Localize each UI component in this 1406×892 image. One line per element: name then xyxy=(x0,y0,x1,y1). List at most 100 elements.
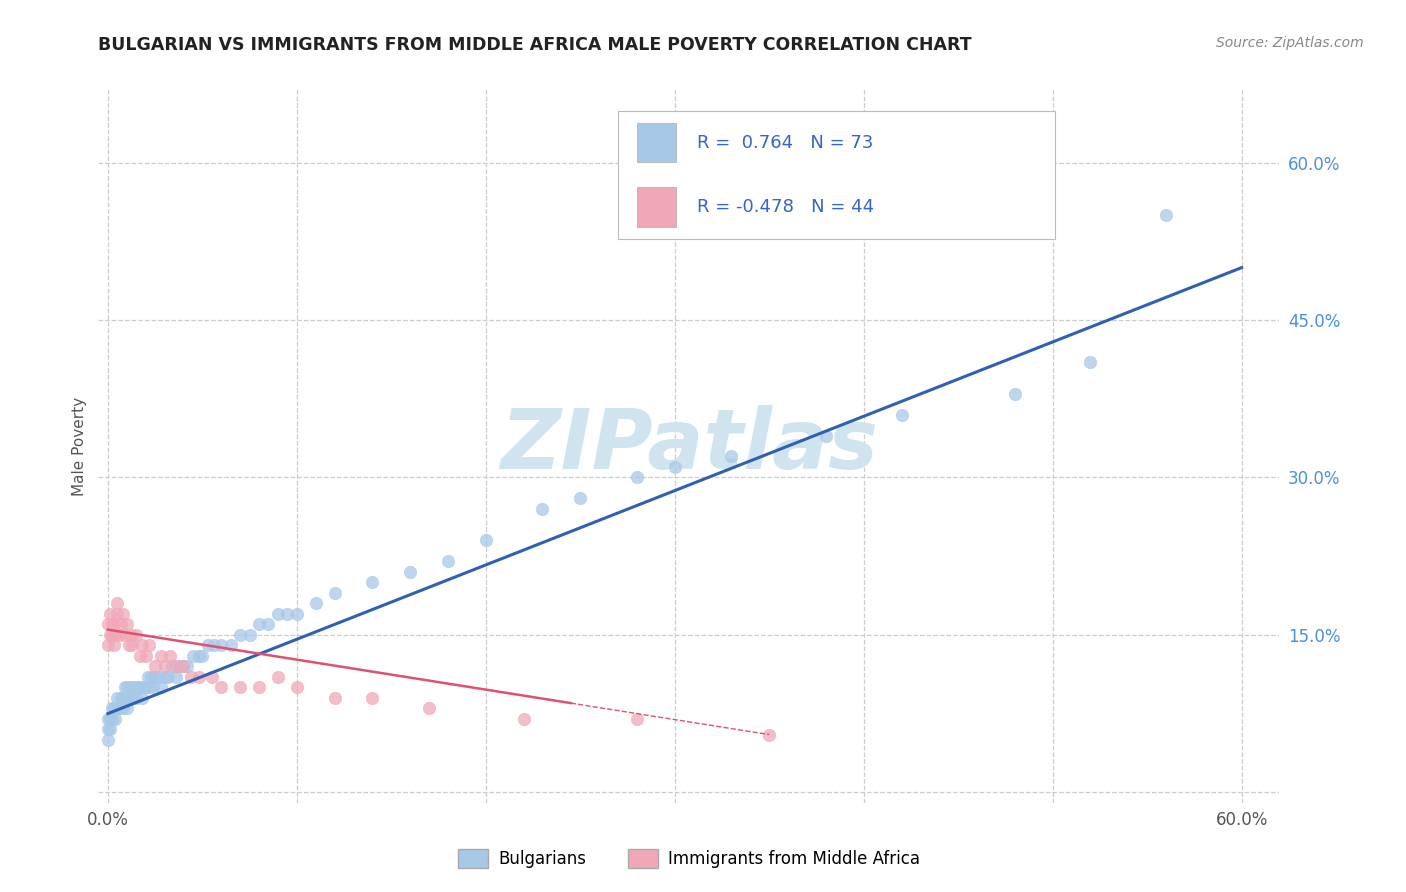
Point xyxy=(135,648,157,663)
Point xyxy=(239,628,262,642)
Point xyxy=(97,732,120,747)
Point xyxy=(187,648,209,663)
Point xyxy=(1154,208,1177,222)
Point xyxy=(114,681,136,695)
Text: ZIPatlas: ZIPatlas xyxy=(501,406,877,486)
Point xyxy=(201,670,224,684)
Point xyxy=(229,628,252,642)
Point xyxy=(131,690,153,705)
Point xyxy=(1004,386,1026,401)
Point xyxy=(247,681,270,695)
Point xyxy=(100,617,122,632)
Point xyxy=(115,690,138,705)
Point xyxy=(159,648,181,663)
Point xyxy=(120,628,142,642)
Point xyxy=(1080,355,1102,369)
Point xyxy=(132,681,155,695)
Point xyxy=(138,681,160,695)
Point xyxy=(105,690,128,705)
Point xyxy=(191,648,214,663)
Point xyxy=(114,690,136,705)
Point xyxy=(758,728,780,742)
Point xyxy=(180,670,202,684)
Point xyxy=(399,565,422,579)
Point xyxy=(323,586,346,600)
Point xyxy=(664,460,686,475)
Point xyxy=(285,681,308,695)
Point xyxy=(111,701,134,715)
Point xyxy=(98,712,121,726)
Text: BULGARIAN VS IMMIGRANTS FROM MIDDLE AFRICA MALE POVERTY CORRELATION CHART: BULGARIAN VS IMMIGRANTS FROM MIDDLE AFRI… xyxy=(98,36,972,54)
FancyBboxPatch shape xyxy=(619,111,1054,239)
Point xyxy=(418,701,440,715)
Point xyxy=(121,639,143,653)
Point xyxy=(202,639,225,653)
Point xyxy=(142,681,165,695)
Point xyxy=(148,670,170,684)
Point xyxy=(149,681,172,695)
Point xyxy=(110,617,132,632)
Point xyxy=(160,659,183,673)
FancyBboxPatch shape xyxy=(637,123,676,162)
Point xyxy=(276,607,298,621)
Point xyxy=(98,628,121,642)
Text: Source: ZipAtlas.com: Source: ZipAtlas.com xyxy=(1216,36,1364,50)
Point xyxy=(165,659,187,673)
Point xyxy=(138,639,160,653)
Point xyxy=(219,639,242,653)
Point xyxy=(103,617,125,632)
Point xyxy=(569,491,592,506)
Point xyxy=(136,670,159,684)
Point xyxy=(626,470,648,484)
Text: R = -0.478   N = 44: R = -0.478 N = 44 xyxy=(697,198,875,216)
Point xyxy=(127,681,149,695)
Point xyxy=(209,681,232,695)
Point xyxy=(267,670,290,684)
Point xyxy=(323,690,346,705)
Point xyxy=(143,670,166,684)
Point xyxy=(531,502,554,516)
Point xyxy=(157,670,180,684)
Point xyxy=(100,628,122,642)
Point xyxy=(209,639,232,653)
Point xyxy=(129,681,152,695)
Point xyxy=(131,639,153,653)
Point xyxy=(890,408,912,422)
Point xyxy=(121,690,143,705)
Point xyxy=(172,659,194,673)
Point xyxy=(149,648,172,663)
Point xyxy=(153,659,176,673)
Point xyxy=(181,648,204,663)
Point xyxy=(361,690,384,705)
Point xyxy=(143,659,166,673)
Point xyxy=(115,701,138,715)
Point xyxy=(153,670,176,684)
Point xyxy=(135,681,157,695)
Point xyxy=(105,701,128,715)
Point xyxy=(720,450,742,464)
Point xyxy=(141,670,163,684)
Point xyxy=(108,628,131,642)
Point xyxy=(114,628,136,642)
Point xyxy=(98,723,121,737)
Point xyxy=(115,617,138,632)
Point xyxy=(814,428,837,442)
Point xyxy=(97,723,120,737)
Point xyxy=(103,701,125,715)
Point xyxy=(105,596,128,610)
Point xyxy=(103,639,125,653)
Point xyxy=(118,639,141,653)
Point xyxy=(115,681,138,695)
Legend: Bulgarians, Immigrants from Middle Africa: Bulgarians, Immigrants from Middle Afric… xyxy=(451,842,927,875)
Point xyxy=(626,712,648,726)
Point xyxy=(104,712,127,726)
Y-axis label: Male Poverty: Male Poverty xyxy=(72,396,87,496)
Point xyxy=(197,639,219,653)
Point xyxy=(111,690,134,705)
Point xyxy=(437,554,460,568)
Point xyxy=(104,628,127,642)
Text: R =  0.764   N = 73: R = 0.764 N = 73 xyxy=(697,134,873,152)
Point xyxy=(110,690,132,705)
Point xyxy=(361,575,384,590)
Point xyxy=(129,648,152,663)
